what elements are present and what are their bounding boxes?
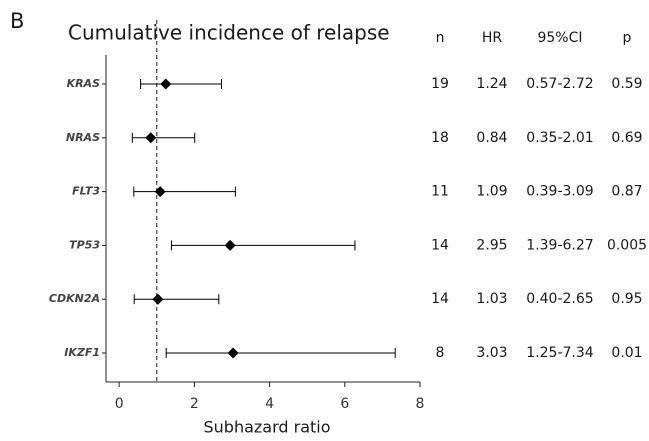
table-cell: 1.24 [476,76,507,92]
hr-marker [227,347,239,359]
column-header: 95%CI [537,30,582,46]
y-tick-label: KRAS [67,77,101,90]
table-cell: 11 [431,184,449,200]
table-cell: 14 [431,291,449,307]
table-cell: 0.39-3.09 [526,184,593,200]
y-tick-label: FLT3 [72,185,100,198]
x-tick-label: 4 [265,396,274,412]
table-cell: 1.25-7.34 [526,345,593,361]
table-cell: 0.005 [607,237,647,253]
x-axis-label: Subhazard ratio [203,418,330,437]
table-cell: 1.39-6.27 [526,237,593,253]
y-tick-label: CDKN2A [49,292,100,305]
x-tick-label: 6 [340,396,349,412]
table-cell: 0.35-2.01 [526,130,593,146]
table-cell: 1.09 [476,184,507,200]
table-cell: 0.69 [611,130,642,146]
y-tick-label: NRAS [66,131,100,144]
table-cell: 18 [431,130,449,146]
hr-marker [224,239,236,251]
hr-marker [160,78,172,90]
table-cell: 0.95 [611,291,642,307]
y-tick-label: TP53 [69,238,100,251]
table-cell: 0.84 [476,130,507,146]
column-header: n [436,30,445,46]
x-tick-label: 0 [115,396,124,412]
column-header: p [623,30,632,46]
table-cell: 14 [431,237,449,253]
column-header: HR [482,30,503,46]
hr-marker [145,132,157,144]
table-cell: 8 [436,345,445,361]
table-cell: 0.87 [611,184,642,200]
table-cell: 0.01 [611,345,642,361]
table-cell: 0.57-2.72 [526,76,593,92]
chart-title: Cumulative incidence of relapse [68,21,390,45]
x-tick-label: 2 [190,396,199,412]
y-tick-label: IKZF1 [64,346,100,359]
table-cell: 1.03 [476,291,507,307]
table-cell: 0.40-2.65 [526,291,593,307]
x-tick-label: 8 [416,396,425,412]
table-cell: 2.95 [476,237,507,253]
table-cell: 0.59 [611,76,642,92]
panel-label: B [10,9,24,33]
hr-marker [154,186,166,198]
hr-marker [152,293,164,305]
table-cell: 3.03 [476,345,507,361]
table-cell: 19 [431,76,449,92]
